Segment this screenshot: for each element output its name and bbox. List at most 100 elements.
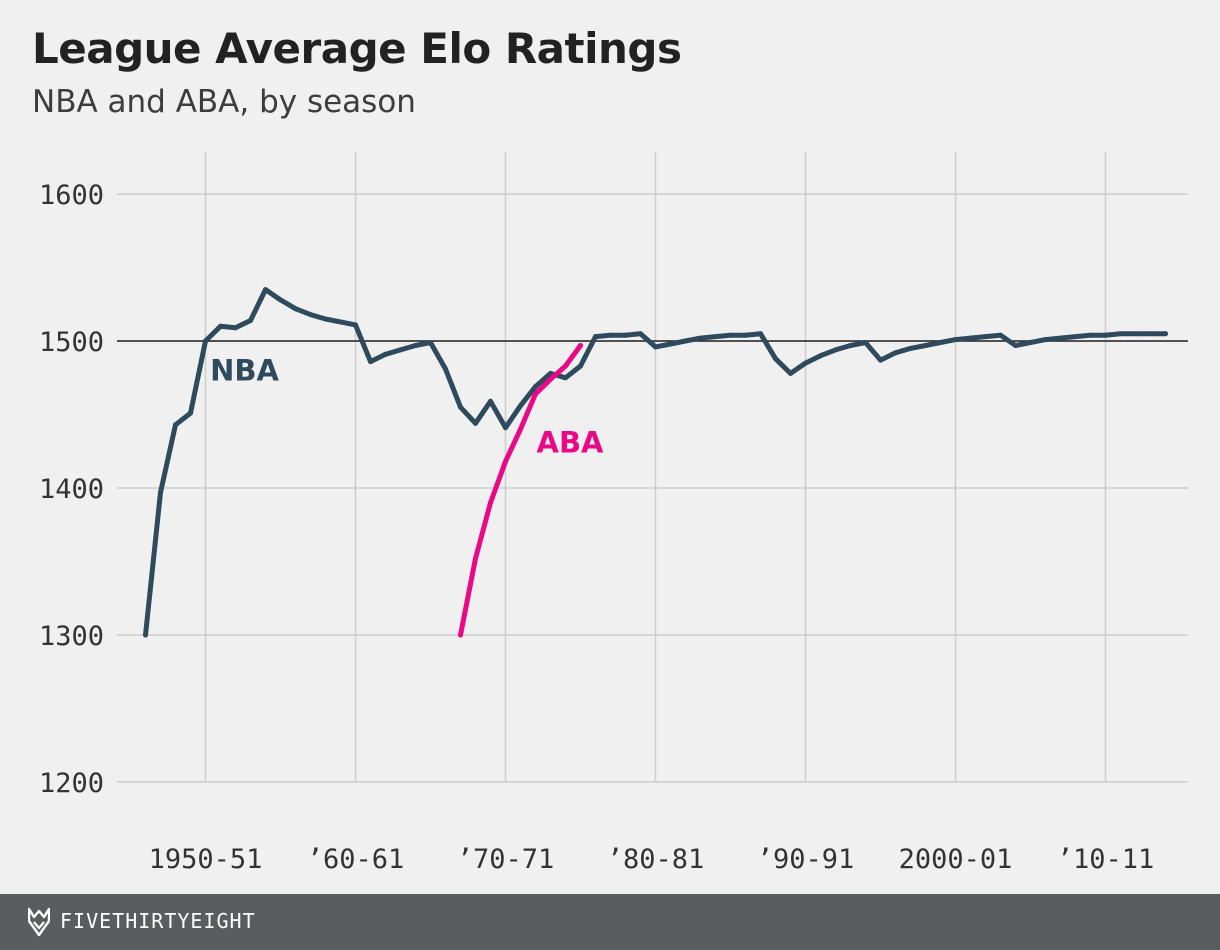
nba-data-point: [263, 287, 268, 293]
y-tick-label: 1300: [39, 621, 104, 652]
nba-data-point: [758, 331, 763, 337]
nba-data-point: [878, 357, 883, 363]
nba-data-point: [1013, 342, 1018, 348]
nba-data-point: [278, 297, 283, 303]
nba-data-point: [308, 312, 313, 318]
chart-title: League Average Elo Ratings: [32, 24, 682, 73]
nba-data-point: [1133, 331, 1138, 337]
aba-data-point: [548, 376, 553, 382]
nba-data-point: [728, 332, 733, 338]
aba-data-point: [488, 500, 493, 506]
x-tick-label: ’90-91: [757, 844, 855, 875]
nba-data-point: [503, 425, 508, 431]
x-tick-label: 2000-01: [899, 844, 1013, 875]
nba-data-point: [383, 351, 388, 357]
grid-lines: [117, 152, 1188, 783]
nba-data-point: [338, 319, 343, 325]
nba-data-point: [578, 363, 583, 369]
x-tick-label: ’70-71: [457, 844, 555, 875]
nba-data-point: [1118, 331, 1123, 337]
nba-data-point: [443, 366, 448, 372]
nba-data-point: [713, 334, 718, 340]
nba-data-point: [473, 420, 478, 426]
nba-data-point: [1088, 332, 1093, 338]
nba-data-point: [488, 398, 493, 404]
x-tick-label: ’80-81: [607, 844, 705, 875]
nba-data-point: [518, 403, 523, 409]
nba-data-point: [203, 338, 208, 344]
nba-data-point: [158, 489, 163, 495]
nba-data-point: [293, 306, 298, 312]
aba-data-point: [518, 426, 523, 432]
nba-data-point: [173, 422, 178, 428]
nba-data-point: [983, 334, 988, 340]
nba-data-point: [428, 340, 433, 346]
nba-data-point: [218, 323, 223, 329]
nba-data-point: [563, 375, 568, 381]
axis-tick-labels: 1200 1300 1400 1500 1600 1950-51 ’60-61 ’70-71 ’…: [39, 180, 1154, 875]
aba-series-label: ABA: [537, 426, 605, 460]
nba-data-point: [908, 345, 913, 351]
aba-data-point: [563, 363, 568, 369]
nba-data-point: [533, 384, 538, 390]
nba-data-point: [143, 632, 148, 638]
nba-data-point: [953, 337, 958, 343]
nba-data-point: [353, 322, 358, 328]
nba-data-point: [698, 335, 703, 341]
nba-data-point: [923, 342, 928, 348]
footer-bar: FIVETHIRTYEIGHT: [0, 894, 1220, 950]
aba-series-line: [458, 343, 583, 638]
y-tick-label: 1500: [39, 327, 104, 358]
chart-subtitle: NBA and ABA, by season: [32, 84, 416, 120]
aba-data-point: [458, 632, 463, 638]
series-labels: NBA ABA: [210, 354, 604, 460]
x-tick-label: ’10-11: [1057, 844, 1155, 875]
aba-data-point: [473, 556, 478, 562]
nba-data-point: [188, 410, 193, 416]
aba-data-point: [503, 459, 508, 465]
fivethirtyeight-fox-icon: [28, 907, 50, 937]
nba-data-point: [893, 350, 898, 356]
nba-data-point: [653, 344, 658, 350]
nba-data-point: [593, 334, 598, 340]
y-tick-label: 1600: [39, 180, 104, 211]
nba-data-point: [413, 342, 418, 348]
nba-data-point: [848, 342, 853, 348]
nba-data-point: [608, 332, 613, 338]
nba-data-point: [458, 404, 463, 410]
y-tick-label: 1200: [39, 768, 104, 799]
nba-data-point: [998, 332, 1003, 338]
nba-series-label: NBA: [210, 354, 279, 388]
nba-data-point: [1028, 340, 1033, 346]
nba-data-point: [668, 341, 673, 347]
nba-data-point: [323, 316, 328, 322]
nba-data-point: [1163, 331, 1168, 337]
nba-data-point: [818, 353, 823, 359]
nba-data-point: [773, 356, 778, 362]
nba-data-point: [1103, 332, 1108, 338]
x-tick-label: 1950-51: [149, 844, 263, 875]
nba-data-point: [623, 332, 628, 338]
nba-data-point: [833, 347, 838, 353]
nba-data-point: [638, 331, 643, 337]
nba-data-point: [548, 370, 553, 376]
aba-data-points: [458, 342, 583, 638]
nba-data-point: [743, 332, 748, 338]
x-tick-label: ’60-61: [307, 844, 405, 875]
nba-data-point: [1073, 334, 1078, 340]
aba-data-point: [533, 391, 538, 397]
nba-data-point: [803, 360, 808, 366]
line-chart: 1200 1300 1400 1500 1600 1950-51 ’60-61 ’70-71 ’…: [39, 152, 1188, 875]
nba-data-point: [863, 340, 868, 346]
nba-data-point: [1148, 331, 1153, 337]
nba-data-point: [398, 347, 403, 353]
nba-data-point: [1058, 335, 1063, 341]
nba-data-point: [968, 335, 973, 341]
nba-data-points: [143, 287, 1168, 638]
nba-data-point: [788, 370, 793, 376]
nba-data-point: [1043, 337, 1048, 343]
nba-data-point: [248, 317, 253, 323]
y-tick-label: 1400: [39, 474, 104, 505]
nba-data-point: [368, 359, 373, 365]
series-lines: [143, 287, 1168, 638]
